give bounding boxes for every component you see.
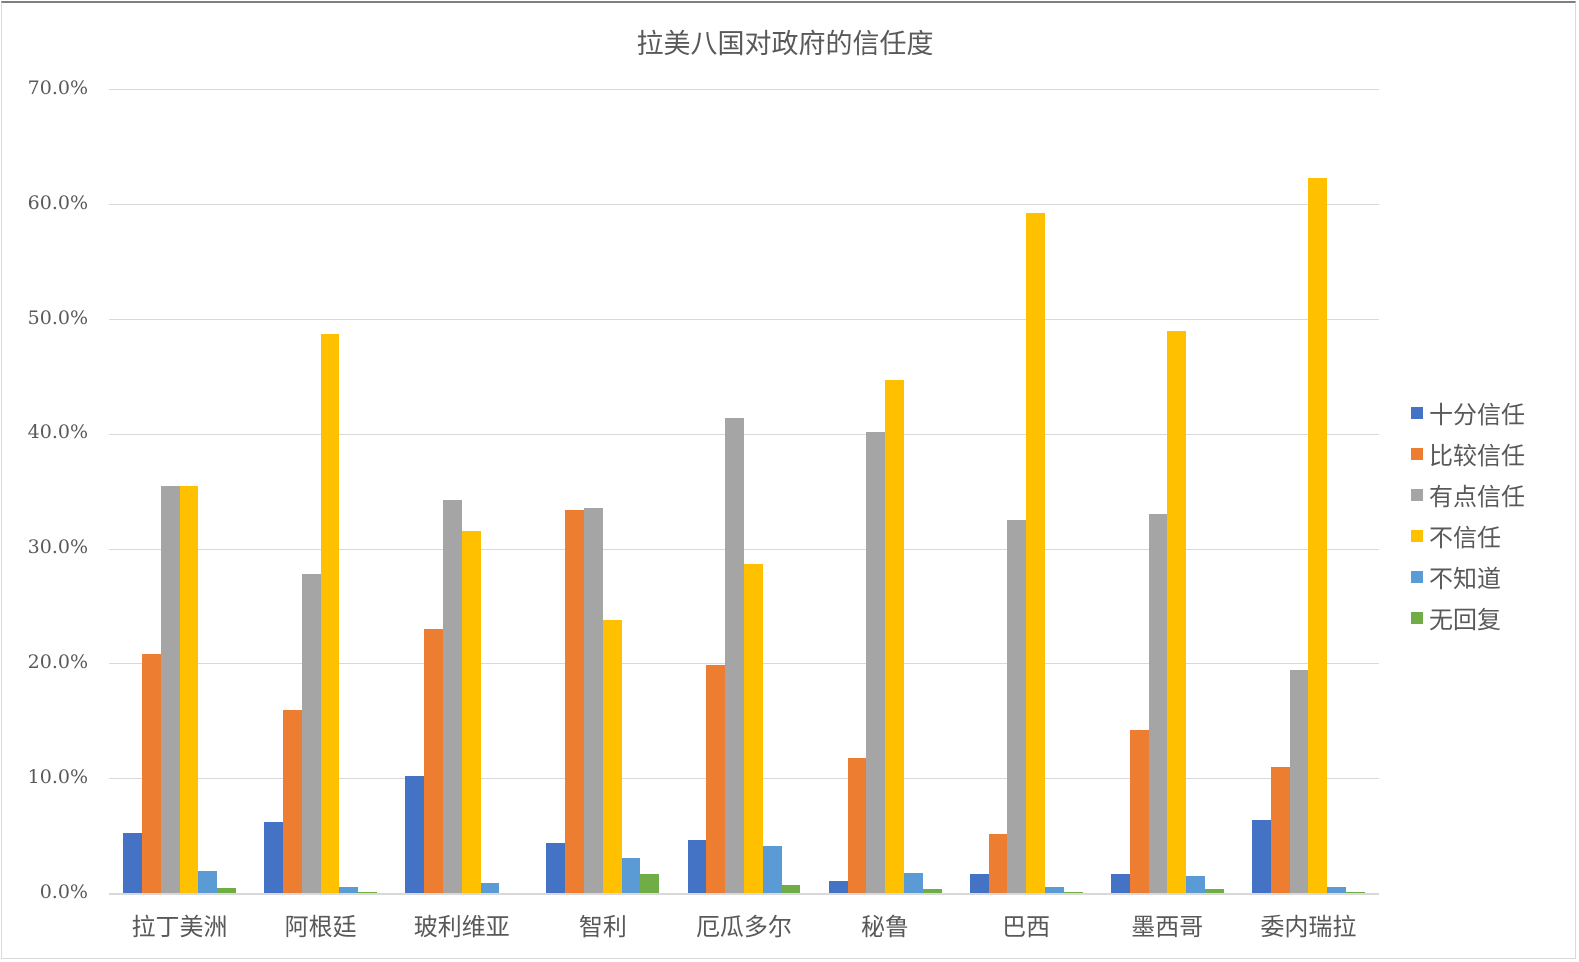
bar[interactable] [828, 880, 848, 894]
bar[interactable] [922, 888, 942, 894]
bar[interactable] [461, 530, 481, 894]
chart-title: 拉美八国对政府的信任度 [636, 29, 934, 60]
legend-item[interactable]: 不信任 [1411, 515, 1525, 556]
bar[interactable] [141, 653, 161, 894]
bar[interactable] [781, 885, 801, 894]
bar[interactable] [301, 574, 321, 894]
bar[interactable] [1204, 888, 1224, 894]
bar[interactable] [744, 564, 763, 894]
y-tick-label: 0.0% [39, 880, 88, 903]
legend-item[interactable]: 比较信任 [1411, 433, 1525, 474]
x-tick-label: 智利 [578, 913, 627, 941]
bar[interactable] [903, 872, 923, 894]
gridline [109, 548, 1379, 550]
y-tick-label: 50.0% [27, 306, 88, 329]
bar[interactable] [640, 873, 660, 894]
bar[interactable] [1289, 669, 1309, 894]
bar[interactable] [1308, 178, 1328, 894]
bar[interactable] [339, 886, 359, 894]
bar[interactable] [1148, 513, 1168, 894]
gridline [109, 89, 1379, 91]
legend-swatch-icon [1411, 488, 1423, 501]
gridline [109, 433, 1379, 435]
bar[interactable] [584, 507, 603, 894]
y-tick-label: 20.0% [27, 650, 88, 673]
bar[interactable] [198, 870, 218, 894]
legend-item[interactable]: 十分信任 [1411, 392, 1525, 433]
gridline [109, 204, 1379, 206]
legend-swatch-icon [1411, 570, 1423, 583]
bar[interactable] [160, 485, 180, 894]
y-tick-label: 70.0% [27, 76, 88, 99]
bar[interactable] [358, 892, 378, 894]
legend-label: 无回复 [1429, 606, 1501, 634]
legend-swatch-icon [1411, 447, 1423, 460]
bar[interactable] [1186, 876, 1205, 894]
bar[interactable] [546, 842, 566, 894]
legend-label: 比较信任 [1429, 442, 1525, 470]
bar[interactable] [442, 499, 462, 894]
x-tick-label: 玻利维亚 [413, 913, 510, 941]
bar[interactable] [988, 833, 1008, 894]
bar[interactable] [1270, 767, 1290, 894]
x-tick-label: 拉丁美洲 [131, 913, 228, 941]
y-tick-label: 60.0% [27, 191, 88, 214]
bar[interactable] [621, 857, 641, 894]
bar[interactable] [885, 380, 904, 894]
bar[interactable] [602, 620, 622, 894]
x-tick-label: 秘鲁 [861, 913, 910, 941]
x-axis-line [109, 892, 1379, 895]
bar[interactable] [1252, 820, 1271, 894]
bar[interactable] [424, 629, 443, 894]
bar[interactable] [1063, 892, 1083, 894]
bar[interactable] [1045, 886, 1064, 894]
bar[interactable] [725, 418, 744, 894]
bar[interactable] [1167, 330, 1187, 894]
x-tick-label: 委内瑞拉 [1260, 913, 1357, 941]
bar[interactable] [405, 776, 425, 894]
bar[interactable] [1026, 212, 1046, 894]
legend-label: 不知道 [1429, 565, 1501, 593]
bar[interactable] [687, 839, 707, 894]
bar[interactable] [283, 709, 302, 894]
bar[interactable] [847, 758, 867, 894]
legend-item[interactable]: 不知道 [1411, 556, 1525, 597]
y-tick-label: 10.0% [27, 765, 88, 788]
bar[interactable] [1007, 520, 1027, 894]
legend-label: 有点信任 [1429, 483, 1525, 511]
bar[interactable] [565, 510, 585, 894]
bar[interactable] [866, 432, 886, 894]
legend-item[interactable]: 有点信任 [1411, 474, 1525, 515]
x-tick-label: 巴西 [1002, 913, 1051, 941]
legend-swatch-icon [1411, 529, 1423, 542]
bar[interactable] [1327, 886, 1347, 894]
bar[interactable] [1346, 892, 1365, 894]
x-tick-label: 墨西哥 [1131, 913, 1204, 941]
legend-swatch-icon [1411, 406, 1423, 419]
x-tick-label: 厄瓜多尔 [695, 913, 792, 941]
bar[interactable] [264, 822, 284, 894]
bar[interactable] [123, 832, 142, 894]
legend-item[interactable]: 无回复 [1411, 597, 1525, 638]
bar[interactable] [1129, 730, 1149, 894]
legend-swatch-icon [1411, 611, 1423, 624]
legend: 十分信任比较信任有点信任不信任不知道无回复 [1411, 392, 1525, 638]
bar[interactable] [762, 846, 782, 894]
legend-label: 十分信任 [1429, 401, 1525, 429]
y-tick-label: 40.0% [27, 421, 88, 444]
bar[interactable] [706, 665, 726, 894]
bar[interactable] [480, 883, 500, 894]
legend-label: 不信任 [1429, 524, 1501, 552]
bar[interactable] [179, 485, 199, 894]
bar[interactable] [217, 887, 236, 894]
bar[interactable] [969, 873, 989, 894]
x-tick-label: 阿根廷 [284, 913, 357, 941]
gridline [109, 319, 1379, 320]
bar[interactable] [320, 334, 340, 894]
bar[interactable] [1110, 873, 1130, 894]
y-tick-label: 30.0% [27, 536, 88, 559]
